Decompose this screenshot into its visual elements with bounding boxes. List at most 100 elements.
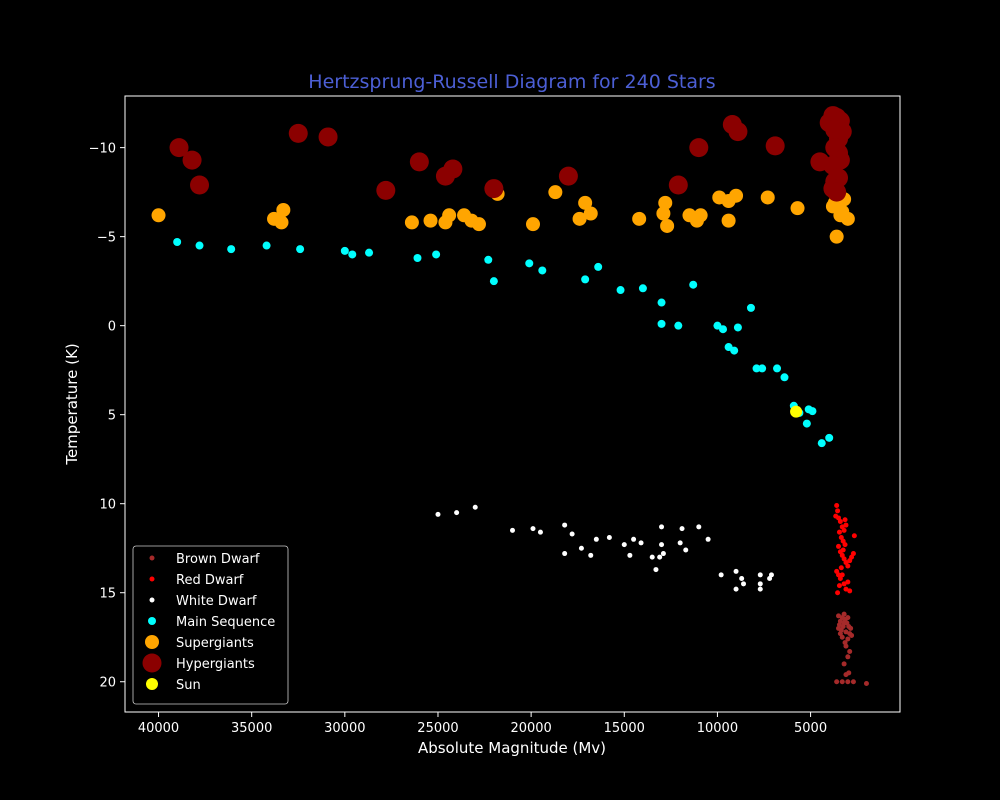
x-tick-label: 10000 [697, 721, 738, 736]
supergiants-point [693, 208, 708, 223]
red-dwarf-point [842, 542, 848, 548]
white-dwarf-point [653, 567, 659, 573]
main-sequence-point [719, 325, 728, 334]
main-sequence-point [525, 259, 534, 268]
white-dwarf-point [621, 542, 627, 548]
y-tick-label: 20 [99, 676, 116, 691]
white-dwarf-point [578, 545, 584, 551]
y-tick-label: 0 [108, 320, 116, 335]
red-dwarf-point [847, 588, 853, 594]
brown-dwarf-point [850, 679, 856, 685]
white-dwarf-point [562, 522, 568, 528]
chart-title: Hertzsprung-Russell Diagram for 240 Star… [308, 71, 715, 93]
y-tick-label: 5 [108, 409, 116, 424]
white-dwarf-point [705, 536, 711, 542]
white-dwarf-point [435, 511, 441, 517]
white-dwarf-point [537, 529, 543, 535]
main-sequence-point [638, 284, 647, 293]
supergiants-point [660, 218, 675, 233]
supergiants-point [760, 190, 775, 205]
main-sequence-point [227, 245, 236, 254]
series-red-dwarf [833, 502, 857, 596]
red-dwarf-point [842, 517, 848, 523]
red-dwarf-point [836, 529, 842, 535]
red-dwarf-point [843, 586, 849, 592]
hypergiants-point [668, 175, 688, 195]
brown-dwarf-point [849, 632, 855, 638]
supergiants-point [829, 229, 844, 244]
white-dwarf-point [569, 531, 575, 537]
main-sequence-point [413, 254, 422, 263]
supergiants-point [721, 213, 736, 228]
brown-dwarf-point [839, 615, 845, 621]
brown-dwarf-point [836, 613, 842, 619]
white-dwarf-point [679, 526, 685, 532]
y-tick-label: −5 [97, 231, 116, 246]
main-sequence-point [296, 245, 305, 254]
hypergiants-point [827, 182, 847, 202]
white-dwarf-point [649, 554, 655, 560]
brown-dwarf-point [843, 672, 849, 678]
supergiants-point [471, 217, 486, 232]
plot-frame [124, 95, 901, 713]
white-dwarf-point [606, 535, 612, 541]
red-dwarf-point [836, 543, 842, 549]
main-sequence-point [538, 266, 547, 275]
supergiants-point [423, 213, 438, 228]
series-hypergiants [169, 106, 852, 202]
supergiants-point [442, 208, 457, 223]
white-dwarf-point [757, 586, 763, 592]
main-sequence-point [173, 237, 182, 246]
hypergiants-point [689, 138, 709, 158]
brown-dwarf-point [863, 681, 869, 687]
white-dwarf-point [562, 551, 568, 557]
legend-marker-sun [146, 678, 158, 690]
red-dwarf-point [851, 533, 857, 539]
red-dwarf-point [841, 581, 847, 587]
brown-dwarf-point [843, 629, 849, 635]
legend: Brown Dwarf Red Dwarf White Dwarf Main Sequ… [132, 545, 289, 705]
red-dwarf-point [849, 554, 855, 560]
legend-marker-red-dwarf [149, 576, 155, 582]
series-supergiants [151, 185, 855, 244]
supergiants-point [404, 215, 419, 230]
main-sequence-point [733, 323, 742, 332]
main-sequence-point [594, 262, 603, 271]
brown-dwarf-point [845, 636, 851, 642]
x-tick-label: 35000 [231, 721, 272, 736]
main-sequence-point [657, 298, 666, 307]
legend-label-hypergiants: Hypergiants [176, 657, 255, 672]
supergiants-point [583, 206, 598, 221]
white-dwarf-point [696, 524, 702, 530]
main-sequence-point [746, 303, 755, 312]
main-sequence-point [262, 241, 271, 250]
white-dwarf-point [530, 526, 536, 532]
white-dwarf-point [757, 581, 763, 587]
red-dwarf-point [840, 547, 846, 553]
hypergiants-point [409, 152, 429, 172]
white-dwarf-point [733, 586, 739, 592]
x-tick-label: 40000 [138, 721, 179, 736]
white-dwarf-point [659, 524, 665, 530]
supergiants-point [729, 188, 744, 203]
hypergiants-point [190, 175, 210, 195]
supergiants-point [572, 211, 587, 226]
white-dwarf-point [454, 510, 460, 516]
white-dwarf-point [638, 540, 644, 546]
white-dwarf-point [768, 572, 774, 578]
y-axis-label: Temperature (K) [63, 343, 81, 465]
red-dwarf-point [835, 508, 841, 514]
brown-dwarf-point [836, 622, 842, 628]
hypergiants-point [728, 122, 748, 142]
hypergiants-point [443, 159, 463, 179]
x-tick-label: 30000 [324, 721, 365, 736]
legend-label-red-dwarf: Red Dwarf [176, 573, 244, 588]
legend-box [132, 545, 289, 705]
legend-label-brown-dwarf: Brown Dwarf [176, 552, 260, 567]
brown-dwarf-point [845, 679, 851, 685]
main-sequence-point [758, 364, 767, 373]
legend-marker-white-dwarf [149, 597, 155, 603]
brown-dwarf-point [839, 679, 845, 685]
white-dwarf-point [739, 575, 745, 581]
brown-dwarf-point [842, 640, 848, 646]
